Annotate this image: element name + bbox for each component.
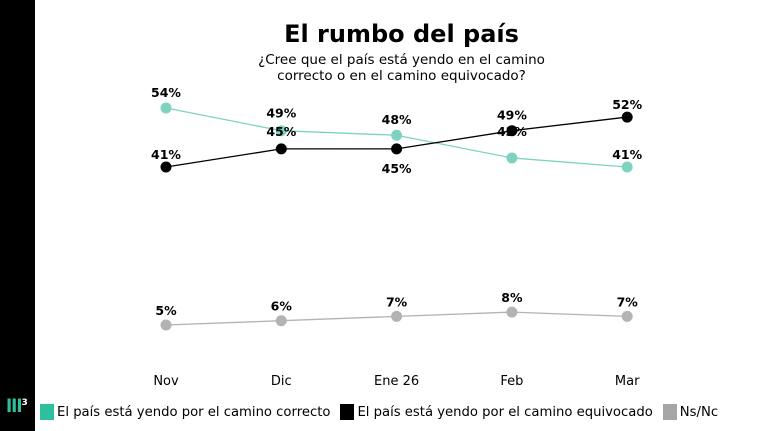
x-tick-label: Mar: [615, 374, 640, 389]
data-label: 45%: [266, 124, 296, 139]
legend-swatch: [40, 404, 54, 420]
data-point: [160, 319, 172, 331]
data-label: 45%: [382, 161, 412, 176]
data-point: [391, 310, 403, 322]
legend-swatch: [662, 404, 677, 420]
data-label: 52%: [612, 97, 642, 112]
legend-label: Ns/Nc: [679, 404, 719, 420]
legend-item: El país está yendo por el camino correct…: [40, 404, 330, 420]
legend-swatch: [340, 404, 355, 420]
brand-logo: lll3: [6, 396, 28, 417]
data-point: [275, 143, 287, 155]
x-tick-label: Ene 26: [374, 374, 419, 389]
data-point: [391, 143, 403, 155]
data-point: [160, 161, 172, 173]
legend-item: El país está yendo por el camino equivoc…: [334, 404, 653, 420]
data-point: [506, 125, 518, 137]
data-point: [391, 129, 403, 141]
data-point: [621, 161, 633, 173]
x-tick-label: Feb: [500, 374, 523, 389]
chart-subtitle: ¿Cree que el país está yendo en el camin…: [258, 52, 545, 84]
data-label: 8%: [501, 290, 523, 305]
data-label: 41%: [612, 147, 642, 162]
data-label: 49%: [266, 106, 296, 121]
x-tick-label: Nov: [153, 374, 179, 389]
chart-title: El rumbo del país: [284, 20, 519, 48]
data-label: 7%: [617, 294, 639, 309]
data-label: 5%: [155, 303, 177, 318]
data-label: 6%: [271, 299, 293, 314]
legend-item: Ns/Nc: [657, 404, 718, 420]
data-point: [160, 102, 172, 114]
data-point: [275, 315, 287, 327]
data-label: 7%: [386, 294, 408, 309]
data-label: 48%: [382, 112, 412, 127]
legend-label: El país está yendo por el camino equivoc…: [357, 404, 653, 420]
legend-label: El país está yendo por el camino correct…: [57, 404, 331, 420]
data-label: 49%: [497, 108, 527, 123]
x-tick-label: Dic: [271, 374, 292, 389]
data-label: 41%: [151, 147, 181, 162]
data-label: 54%: [151, 85, 181, 100]
data-point: [506, 152, 518, 164]
data-point: [621, 310, 633, 322]
data-point: [621, 111, 633, 123]
legend: El país está yendo por el camino correct…: [40, 404, 722, 420]
data-point: [506, 306, 518, 318]
data-point: [275, 125, 287, 137]
sidebar: lll3: [0, 0, 35, 431]
